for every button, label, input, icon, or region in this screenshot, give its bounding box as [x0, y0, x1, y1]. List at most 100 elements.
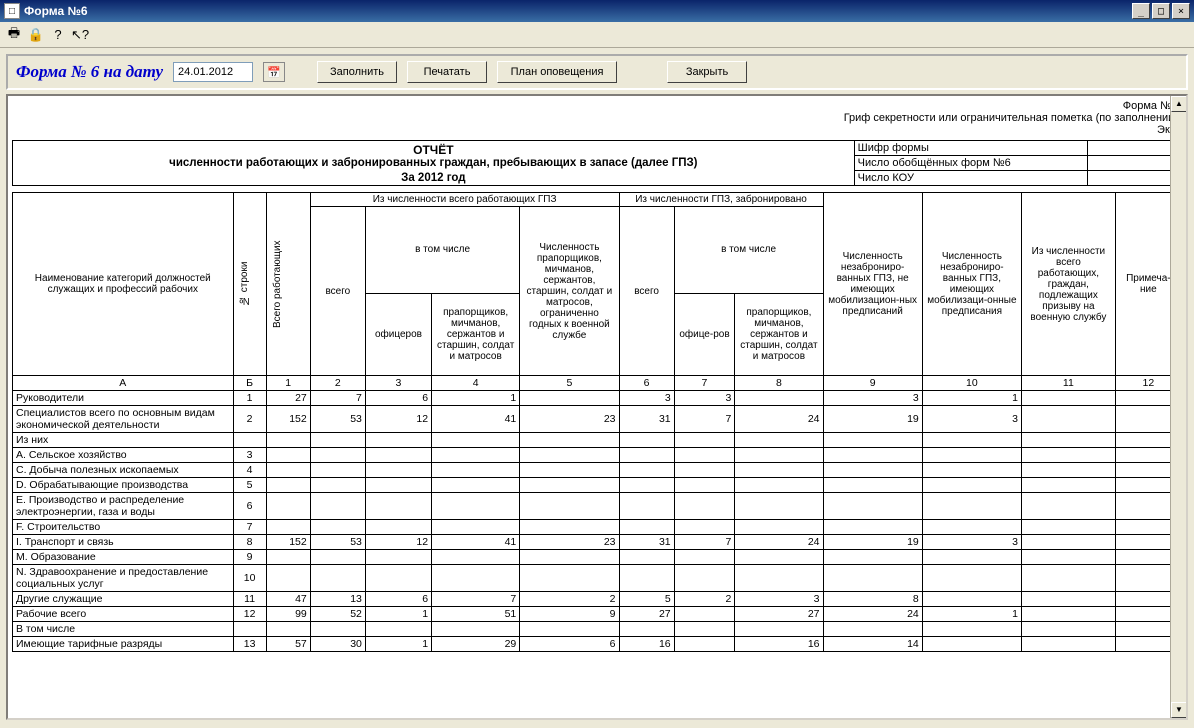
- cell: [520, 391, 619, 406]
- print-button[interactable]: Печатать: [407, 61, 487, 83]
- cell: 6: [365, 391, 431, 406]
- help-icon[interactable]: ?: [50, 27, 66, 43]
- row-name: А. Сельское хозяйство: [13, 448, 234, 463]
- cell: 2: [520, 592, 619, 607]
- cell: [922, 463, 1021, 478]
- cell: [674, 493, 735, 520]
- cell: 2: [674, 592, 735, 607]
- row-name: Из них: [13, 433, 234, 448]
- cell: 3: [735, 592, 823, 607]
- row-no: 11: [233, 592, 266, 607]
- cell: [1022, 520, 1116, 535]
- row-name: F. Строительство: [13, 520, 234, 535]
- row-name: I. Транспорт и связь: [13, 535, 234, 550]
- row-no: 9: [233, 550, 266, 565]
- row-no: 5: [233, 478, 266, 493]
- col-g2-officers: офице-ров: [674, 293, 735, 375]
- col-unbooked-no: Численность незаброниро-ванных ГПЗ, не и…: [823, 193, 922, 376]
- window-title: Форма №6: [24, 4, 1132, 18]
- cell: [823, 448, 922, 463]
- close-button[interactable]: Закрыть: [667, 61, 747, 83]
- cell: [365, 520, 431, 535]
- cell: [520, 520, 619, 535]
- form-title: Форма № 6 на дату: [16, 62, 163, 82]
- row-name: Специалистов всего по основным видам эко…: [13, 406, 234, 433]
- table-row: Другие служащие1147136725238: [13, 592, 1182, 607]
- cell: [922, 592, 1021, 607]
- row-no: 12: [233, 607, 266, 622]
- cell: 53: [310, 406, 365, 433]
- cell: 3: [619, 391, 674, 406]
- cell: [1022, 565, 1116, 592]
- cell: [619, 433, 674, 448]
- table-row: М. Образование9: [13, 550, 1182, 565]
- cell: [1022, 448, 1116, 463]
- maximize-button[interactable]: □: [1152, 3, 1170, 19]
- cell: [520, 622, 619, 637]
- whatsthis-icon[interactable]: ↖?: [72, 27, 88, 43]
- cell: [674, 637, 735, 652]
- cell: [365, 463, 431, 478]
- cell: [1022, 550, 1116, 565]
- cell: 14: [823, 637, 922, 652]
- cell: [922, 520, 1021, 535]
- col-g1-officers: офицеров: [365, 293, 431, 375]
- col-g2-prapor: прапорщиков, мичманов, сержантов и старш…: [735, 293, 823, 375]
- cell: [310, 448, 365, 463]
- fill-button[interactable]: Заполнить: [317, 61, 397, 83]
- lock-icon[interactable]: 🔒: [28, 27, 44, 43]
- cell: 7: [432, 592, 520, 607]
- col-g2-vtom: в том числе: [674, 207, 823, 294]
- cell: [1022, 493, 1116, 520]
- cell: [266, 433, 310, 448]
- table-row: А. Сельское хозяйство3: [13, 448, 1182, 463]
- cell: [266, 565, 310, 592]
- cell: [432, 520, 520, 535]
- cell: 3: [823, 391, 922, 406]
- minimize-button[interactable]: _: [1132, 3, 1150, 19]
- calendar-button[interactable]: 📅: [263, 62, 285, 82]
- form-panel: Форма № 6 на дату 📅 Заполнить Печатать П…: [6, 54, 1188, 90]
- cell: [1022, 637, 1116, 652]
- cell: [365, 565, 431, 592]
- cell: [674, 478, 735, 493]
- report-year: За 2012 год: [13, 171, 855, 186]
- data-table: Наименование категорий должностей служащ…: [12, 192, 1182, 652]
- cell: 24: [735, 406, 823, 433]
- col-total-working: Всего работающих: [270, 194, 285, 374]
- close-window-button[interactable]: ×: [1172, 3, 1190, 19]
- cell: [674, 463, 735, 478]
- cell: [266, 550, 310, 565]
- cell: 13: [310, 592, 365, 607]
- cell: [432, 448, 520, 463]
- cell: 3: [674, 391, 735, 406]
- plan-button[interactable]: План оповещения: [497, 61, 617, 83]
- cell: 12: [365, 535, 431, 550]
- cell: 23: [520, 406, 619, 433]
- cell: [735, 622, 823, 637]
- table-row: N. Здравоохранение и предоставление соци…: [13, 565, 1182, 592]
- cell: [432, 550, 520, 565]
- row-name: N. Здравоохранение и предоставление соци…: [13, 565, 234, 592]
- cell: [735, 478, 823, 493]
- print-icon[interactable]: 🖶: [6, 27, 22, 43]
- cell: [365, 493, 431, 520]
- cell: [619, 550, 674, 565]
- cell: [310, 463, 365, 478]
- cell: 31: [619, 535, 674, 550]
- report-title: ОТЧЁТ: [16, 143, 851, 157]
- cell: [735, 463, 823, 478]
- scroll-up-button[interactable]: ▲: [1171, 96, 1187, 112]
- cell: [1022, 391, 1116, 406]
- cell: [619, 478, 674, 493]
- cell: [1022, 406, 1116, 433]
- scroll-down-button[interactable]: ▼: [1171, 702, 1187, 718]
- col-unbooked-yes: Численность незаброниро-ванных ГПЗ, имею…: [922, 193, 1021, 376]
- cell: [922, 433, 1021, 448]
- cell: [823, 493, 922, 520]
- date-input[interactable]: [173, 62, 253, 82]
- table-row: Из них: [13, 433, 1182, 448]
- vertical-scrollbar[interactable]: ▲ ▼: [1170, 96, 1186, 718]
- row-no: 4: [233, 463, 266, 478]
- colnum-row: АБ 12 34 56 78 910 1112: [13, 376, 1182, 391]
